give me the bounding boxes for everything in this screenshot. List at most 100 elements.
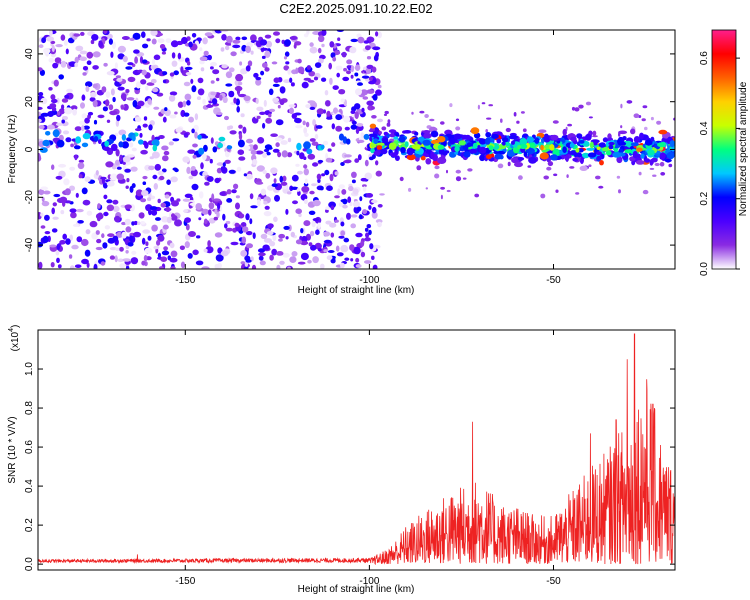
heatmap-cell bbox=[74, 62, 79, 68]
heatmap-cell bbox=[265, 172, 271, 179]
heatmap-cell bbox=[238, 213, 245, 219]
heatmap-cell bbox=[231, 189, 237, 194]
heatmap-cell bbox=[644, 126, 648, 131]
heatmap-cell bbox=[124, 204, 132, 209]
heatmap-cell bbox=[302, 120, 306, 126]
heatmap-cell bbox=[414, 131, 419, 136]
heatmap-cell bbox=[59, 240, 66, 245]
heatmap-cell bbox=[69, 265, 75, 269]
heatmap-cell bbox=[149, 206, 158, 211]
heatmap-cell bbox=[171, 60, 178, 67]
heatmap-cell bbox=[197, 77, 204, 84]
heatmap-cell bbox=[159, 266, 164, 269]
heatmap-cell bbox=[43, 190, 51, 195]
heatmap-cell bbox=[283, 65, 290, 71]
heatmap-cell bbox=[230, 241, 239, 246]
heatmap-cell bbox=[454, 146, 460, 152]
heatmap-cell bbox=[364, 237, 371, 242]
heatmap-cell bbox=[553, 173, 558, 177]
heatmap-cell bbox=[98, 40, 103, 48]
heatmap-cell bbox=[211, 98, 218, 105]
heatmap-cell bbox=[101, 233, 105, 239]
heatmap-cell bbox=[211, 193, 215, 201]
heatmap-cell bbox=[326, 116, 333, 120]
heatmap-cell bbox=[546, 157, 551, 163]
heatmap-cell bbox=[540, 193, 546, 199]
heatmap-cell bbox=[376, 145, 383, 150]
heatmap-cell bbox=[375, 160, 379, 166]
heatmap-cell bbox=[379, 148, 388, 155]
heatmap-cell bbox=[209, 158, 213, 164]
heatmap-cell bbox=[330, 205, 335, 210]
heatmap-cell bbox=[250, 50, 254, 55]
heatmap-cell bbox=[129, 37, 135, 42]
heatmap-cell bbox=[351, 179, 356, 184]
heatmap-cell bbox=[203, 50, 209, 56]
heatmap-cell bbox=[153, 54, 161, 61]
heatmap-cell bbox=[348, 185, 354, 192]
heatmap-cell bbox=[416, 165, 422, 171]
heatmap-cell bbox=[49, 103, 57, 109]
heatmap-cell bbox=[38, 118, 42, 123]
heatmap-cell bbox=[255, 98, 259, 104]
heatmap-cell bbox=[54, 57, 62, 64]
heatmap-cell bbox=[573, 152, 583, 159]
heatmap-cell bbox=[129, 185, 134, 193]
heatmap-cell bbox=[90, 91, 97, 98]
snr-multiplier-base: (x10 bbox=[10, 331, 21, 351]
heatmap-cell bbox=[238, 93, 247, 98]
heatmap-cell bbox=[235, 36, 241, 41]
heatmap-cell bbox=[295, 125, 303, 129]
heatmap-cell bbox=[325, 100, 331, 107]
heatmap-cell bbox=[221, 34, 227, 41]
heatmap-cell bbox=[192, 154, 197, 159]
heatmap-cell bbox=[588, 116, 593, 119]
heatmap-cell bbox=[360, 177, 367, 182]
heatmap-cell bbox=[52, 216, 59, 220]
heatmap-cell bbox=[147, 98, 152, 105]
heatmap-cell bbox=[430, 130, 439, 138]
heatmap-cell bbox=[321, 77, 327, 82]
heatmap-cell bbox=[323, 140, 329, 146]
heatmap-cell bbox=[574, 107, 580, 112]
heatmap-cell bbox=[101, 86, 107, 93]
heatmap-cell bbox=[605, 150, 612, 156]
heatmap-cell bbox=[289, 107, 294, 115]
heatmap-cell bbox=[347, 196, 352, 203]
heatmap-cell bbox=[596, 146, 601, 150]
heatmap-cell bbox=[173, 70, 179, 76]
heatmap-cell bbox=[171, 52, 176, 59]
heatmap-cell bbox=[467, 168, 473, 172]
heatmap-cell bbox=[275, 142, 280, 148]
heatmap-cell bbox=[364, 227, 369, 232]
heatmap-cell bbox=[117, 258, 124, 263]
heatmap-cell bbox=[517, 144, 522, 150]
heatmap-cell bbox=[371, 154, 376, 160]
heatmap-cell bbox=[174, 219, 182, 227]
heatmap-cell bbox=[151, 58, 156, 66]
heatmap-cell bbox=[562, 146, 567, 154]
heatmap-cell bbox=[377, 118, 383, 123]
heatmap-cell bbox=[318, 35, 325, 43]
heatmap-cell bbox=[48, 87, 53, 91]
heatmap-cell bbox=[305, 121, 310, 128]
heatmap-cell bbox=[588, 164, 592, 167]
heatmap-cell bbox=[114, 132, 119, 137]
heatmap-cell bbox=[182, 100, 187, 108]
heatmap-cell bbox=[42, 235, 49, 243]
heatmap-cell bbox=[200, 67, 205, 72]
heatmap-cell bbox=[340, 98, 345, 103]
heatmap-cell bbox=[229, 67, 235, 73]
heatmap-cell bbox=[282, 175, 287, 182]
heatmap-cell bbox=[569, 166, 575, 169]
heatmap-cell bbox=[150, 65, 156, 70]
heatmap-cell bbox=[69, 166, 76, 171]
heatmap-cell bbox=[360, 132, 365, 139]
heatmap-cell bbox=[262, 62, 268, 68]
heatmap-cell bbox=[303, 198, 308, 204]
heatmap-cell bbox=[176, 198, 181, 202]
heatmap-cell bbox=[256, 115, 261, 119]
heatmap-cell bbox=[84, 176, 91, 183]
heatmap-cell bbox=[578, 148, 584, 153]
